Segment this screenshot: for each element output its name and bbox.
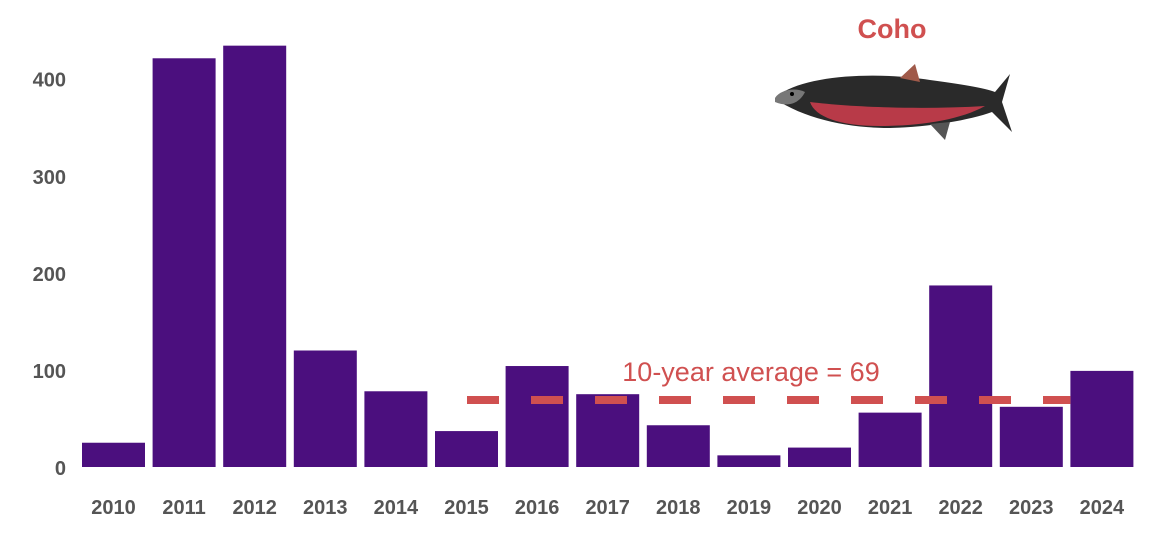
y-tick-label: 300 bbox=[33, 167, 66, 189]
x-tick-label: 2012 bbox=[232, 497, 277, 519]
x-tick-label: 2015 bbox=[444, 497, 489, 519]
bar-2014 bbox=[364, 391, 428, 467]
x-tick-label: 2018 bbox=[656, 497, 701, 519]
bar-2011 bbox=[152, 58, 216, 467]
chart-title: Coho bbox=[857, 14, 927, 44]
bar-2017 bbox=[576, 394, 640, 467]
bar-2022 bbox=[929, 285, 993, 467]
bar-2010 bbox=[82, 442, 145, 467]
bar-2015 bbox=[435, 431, 498, 467]
x-tick-label: 2023 bbox=[1009, 497, 1054, 519]
bar-2019 bbox=[717, 455, 781, 467]
y-tick-label: 0 bbox=[55, 458, 66, 480]
bar-2013 bbox=[293, 350, 357, 467]
x-tick-label: 2020 bbox=[797, 497, 842, 519]
bar-2024 bbox=[1070, 370, 1134, 467]
coho-salmon-fish-icon bbox=[775, 64, 1012, 140]
x-tick-label: 2014 bbox=[374, 497, 419, 519]
bar-2016 bbox=[505, 366, 569, 467]
average-label: 10-year average = 69 bbox=[622, 357, 879, 387]
y-tick-label: 200 bbox=[33, 264, 66, 286]
y-tick-label: 400 bbox=[33, 70, 66, 92]
bar-2021 bbox=[858, 412, 922, 467]
x-tick-label: 2011 bbox=[162, 497, 205, 519]
x-tick-label: 2021 bbox=[868, 497, 913, 519]
x-tick-label: 2017 bbox=[585, 497, 630, 519]
x-tick-label: 2010 bbox=[91, 497, 136, 519]
x-tick-label: 2024 bbox=[1080, 497, 1125, 519]
x-tick-label: 2019 bbox=[727, 497, 772, 519]
y-tick-label: 100 bbox=[33, 361, 66, 383]
bar-2020 bbox=[788, 447, 851, 467]
bar-2018 bbox=[646, 425, 710, 467]
x-tick-label: 2013 bbox=[303, 497, 348, 519]
x-tick-label: 2022 bbox=[938, 497, 983, 519]
bar-2023 bbox=[999, 406, 1063, 467]
bar-2012 bbox=[223, 45, 287, 468]
x-tick-label: 2016 bbox=[515, 497, 560, 519]
